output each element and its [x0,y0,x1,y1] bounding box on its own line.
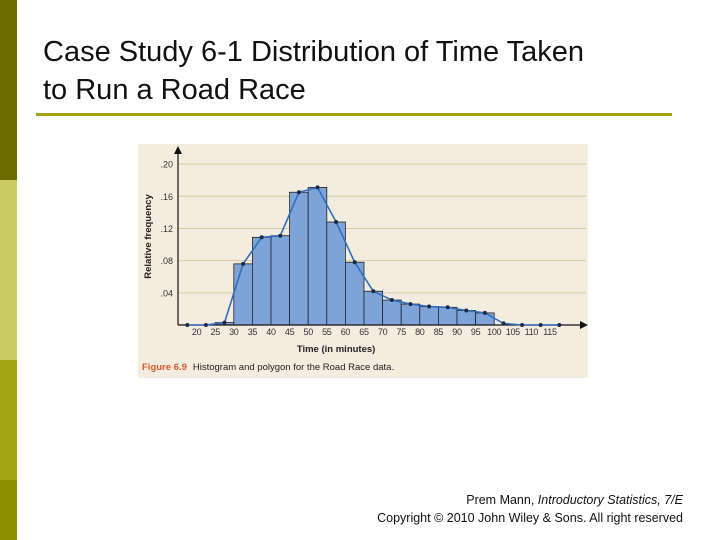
polygon-point [482,310,487,315]
x-axis-arrow [580,321,588,329]
accent-block-dark-2 [0,480,17,540]
x-tick-label: 40 [266,327,276,337]
polygon-point [278,233,283,238]
slide-title: Case Study 6-1 Distribution of Time Take… [43,36,585,106]
x-tick-label: 110 [525,327,539,337]
figure-caption-label: Figure 6.9 [142,362,187,373]
figure-caption-text: Histogram and polygon for the Road Race … [192,362,395,373]
y-tick-label: .08 [160,256,173,266]
polygon-point [445,305,450,310]
polygon-point [334,220,339,225]
x-tick-label: 105 [506,327,520,337]
polygon-point [427,304,432,309]
histogram-bar [233,263,253,326]
histogram-bar [437,306,458,326]
polygon-point [371,289,376,294]
polygon-point [501,321,506,326]
polygon-point [557,323,562,327]
histogram-bar [382,299,402,326]
histogram-bar [400,303,421,326]
x-tick-label: 50 [303,327,313,337]
x-tick-label: 85 [434,327,444,337]
y-tick-label: .20 [160,160,173,170]
y-axis-label: Relative frequency [143,194,154,279]
x-axis-label: Time (in minutes) [297,344,375,355]
histogram-figure: .04 .08 .12 .16 .20 20 25 30 35 40 45 50 55 60 65 70 75 8… [138,144,588,378]
accent-block-dark [0,0,17,180]
x-tick-label: 90 [452,327,462,337]
x-tick-label: 65 [359,327,369,337]
polygon-point [389,298,394,303]
x-tick-label: 35 [248,327,258,337]
histogram-bar [363,290,384,326]
y-axis-arrow [174,146,182,154]
histogram-chart: .04 .08 .12 .16 .20 20 25 30 35 40 45 50 55 60 65 70 75 8… [143,146,588,355]
polygon-point [352,260,357,265]
x-tick-label: 25 [210,327,220,337]
x-tick-label: 95 [471,327,481,337]
polygon-point [259,235,264,240]
polygon-point [296,190,301,195]
histogram-bar [252,236,272,326]
x-tick-label: 20 [192,327,202,337]
y-tick-label: .04 [160,288,173,298]
accent-block-mid [0,360,17,480]
polygon-point [520,323,525,327]
histogram-bar [270,235,291,326]
x-tick-label: 60 [341,327,351,337]
footer-book-title: Introductory Statistics, 7/E [537,493,683,507]
slide-footer: Prem Mann, Introductory Statistics, 7/E … [377,491,683,527]
polygon-point [538,323,543,327]
footer-citation: Prem Mann, Introductory Statistics, 7/E [377,491,683,509]
x-tick-label: 45 [285,327,295,337]
figure-caption: Figure 6.9 Histogram and polygon for the … [142,362,394,373]
polygon-point [315,185,320,190]
title-underline [36,113,672,116]
polygon-point [464,308,469,313]
footer-author: Prem Mann, [466,493,538,507]
y-tick-label: .16 [160,192,173,202]
slide-accent-bar [0,0,17,540]
x-tick-label: 30 [229,327,239,337]
x-tick-label: 70 [378,327,388,337]
histogram-bar [307,187,328,326]
x-tick-label: 100 [487,327,501,337]
polygon-point [222,320,227,325]
polygon-point [241,261,246,266]
polygon-point [185,323,190,327]
histogram-bar [456,310,477,326]
histogram-bar [419,306,439,326]
x-tick-label: 75 [396,327,406,337]
x-tick-label: 55 [322,327,332,337]
polygon-point [203,323,208,327]
polygon-point [408,302,413,307]
x-tick-label: 115 [543,327,557,337]
accent-block-light [0,180,17,360]
y-tick-label: .12 [160,224,173,234]
x-tick-label: 80 [415,327,425,337]
footer-copyright: Copyright © 2010 John Wiley & Sons. All … [377,511,683,525]
histogram-bar [289,191,309,326]
